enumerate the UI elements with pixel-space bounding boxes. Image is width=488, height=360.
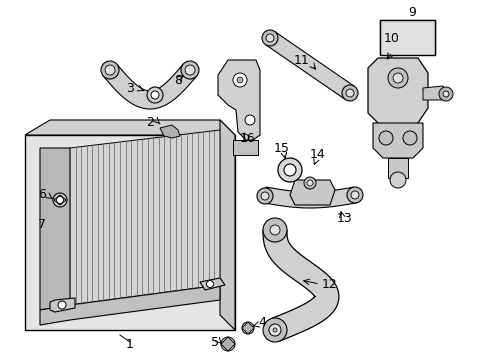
Polygon shape: [40, 148, 70, 310]
Circle shape: [237, 77, 243, 83]
Circle shape: [278, 158, 302, 182]
Circle shape: [263, 318, 286, 342]
Bar: [25, 135, 235, 330]
Polygon shape: [160, 125, 180, 138]
Circle shape: [147, 87, 163, 103]
Polygon shape: [367, 58, 427, 128]
Circle shape: [58, 301, 66, 309]
Polygon shape: [103, 64, 197, 109]
Text: 3: 3: [126, 81, 134, 94]
Text: 15: 15: [273, 141, 289, 154]
Circle shape: [387, 68, 407, 88]
Polygon shape: [220, 120, 235, 330]
Text: 5: 5: [210, 336, 219, 348]
Circle shape: [101, 61, 119, 79]
Text: 6: 6: [38, 189, 46, 202]
Polygon shape: [422, 86, 445, 100]
Polygon shape: [40, 285, 220, 325]
Polygon shape: [221, 337, 235, 351]
Circle shape: [184, 65, 195, 75]
Circle shape: [306, 180, 312, 186]
Text: 8: 8: [174, 73, 182, 86]
Polygon shape: [242, 322, 253, 334]
Polygon shape: [218, 60, 260, 140]
Text: 10: 10: [383, 31, 399, 45]
Circle shape: [221, 337, 235, 351]
Circle shape: [346, 187, 362, 203]
Circle shape: [257, 188, 272, 204]
Text: 14: 14: [309, 148, 325, 162]
Circle shape: [350, 191, 358, 199]
Text: 16: 16: [240, 131, 255, 144]
Polygon shape: [289, 180, 334, 205]
Text: 12: 12: [322, 279, 337, 292]
Circle shape: [181, 61, 199, 79]
Text: 9: 9: [407, 6, 415, 19]
Circle shape: [284, 164, 295, 176]
Polygon shape: [387, 158, 407, 178]
Polygon shape: [50, 298, 75, 312]
Text: 11: 11: [293, 54, 309, 67]
Circle shape: [346, 89, 353, 97]
Circle shape: [261, 192, 268, 200]
Circle shape: [272, 328, 276, 332]
Text: 7: 7: [38, 219, 46, 231]
Polygon shape: [70, 130, 220, 305]
Polygon shape: [232, 140, 258, 155]
Text: 1: 1: [126, 338, 134, 351]
Circle shape: [224, 341, 231, 347]
Text: 2: 2: [146, 116, 154, 129]
Polygon shape: [263, 187, 356, 208]
Bar: [379, 20, 434, 55]
Polygon shape: [265, 31, 354, 100]
Circle shape: [151, 91, 159, 99]
Circle shape: [378, 131, 392, 145]
Circle shape: [438, 87, 452, 101]
Circle shape: [263, 218, 286, 242]
Polygon shape: [200, 278, 224, 290]
Circle shape: [402, 131, 416, 145]
Polygon shape: [372, 123, 422, 158]
Circle shape: [105, 65, 115, 75]
Circle shape: [389, 172, 405, 188]
Circle shape: [341, 85, 357, 101]
Polygon shape: [54, 195, 66, 205]
Circle shape: [392, 73, 402, 83]
Polygon shape: [25, 120, 235, 135]
Circle shape: [57, 197, 63, 203]
Circle shape: [442, 91, 448, 97]
Circle shape: [262, 30, 278, 46]
Circle shape: [242, 322, 253, 334]
Circle shape: [53, 193, 67, 207]
Text: 13: 13: [336, 211, 352, 225]
Circle shape: [269, 225, 280, 235]
Circle shape: [232, 73, 246, 87]
Circle shape: [244, 115, 254, 125]
Circle shape: [304, 177, 315, 189]
Circle shape: [206, 280, 213, 288]
Polygon shape: [263, 230, 338, 341]
Circle shape: [265, 34, 273, 42]
Circle shape: [268, 324, 281, 336]
Text: 4: 4: [258, 316, 265, 329]
